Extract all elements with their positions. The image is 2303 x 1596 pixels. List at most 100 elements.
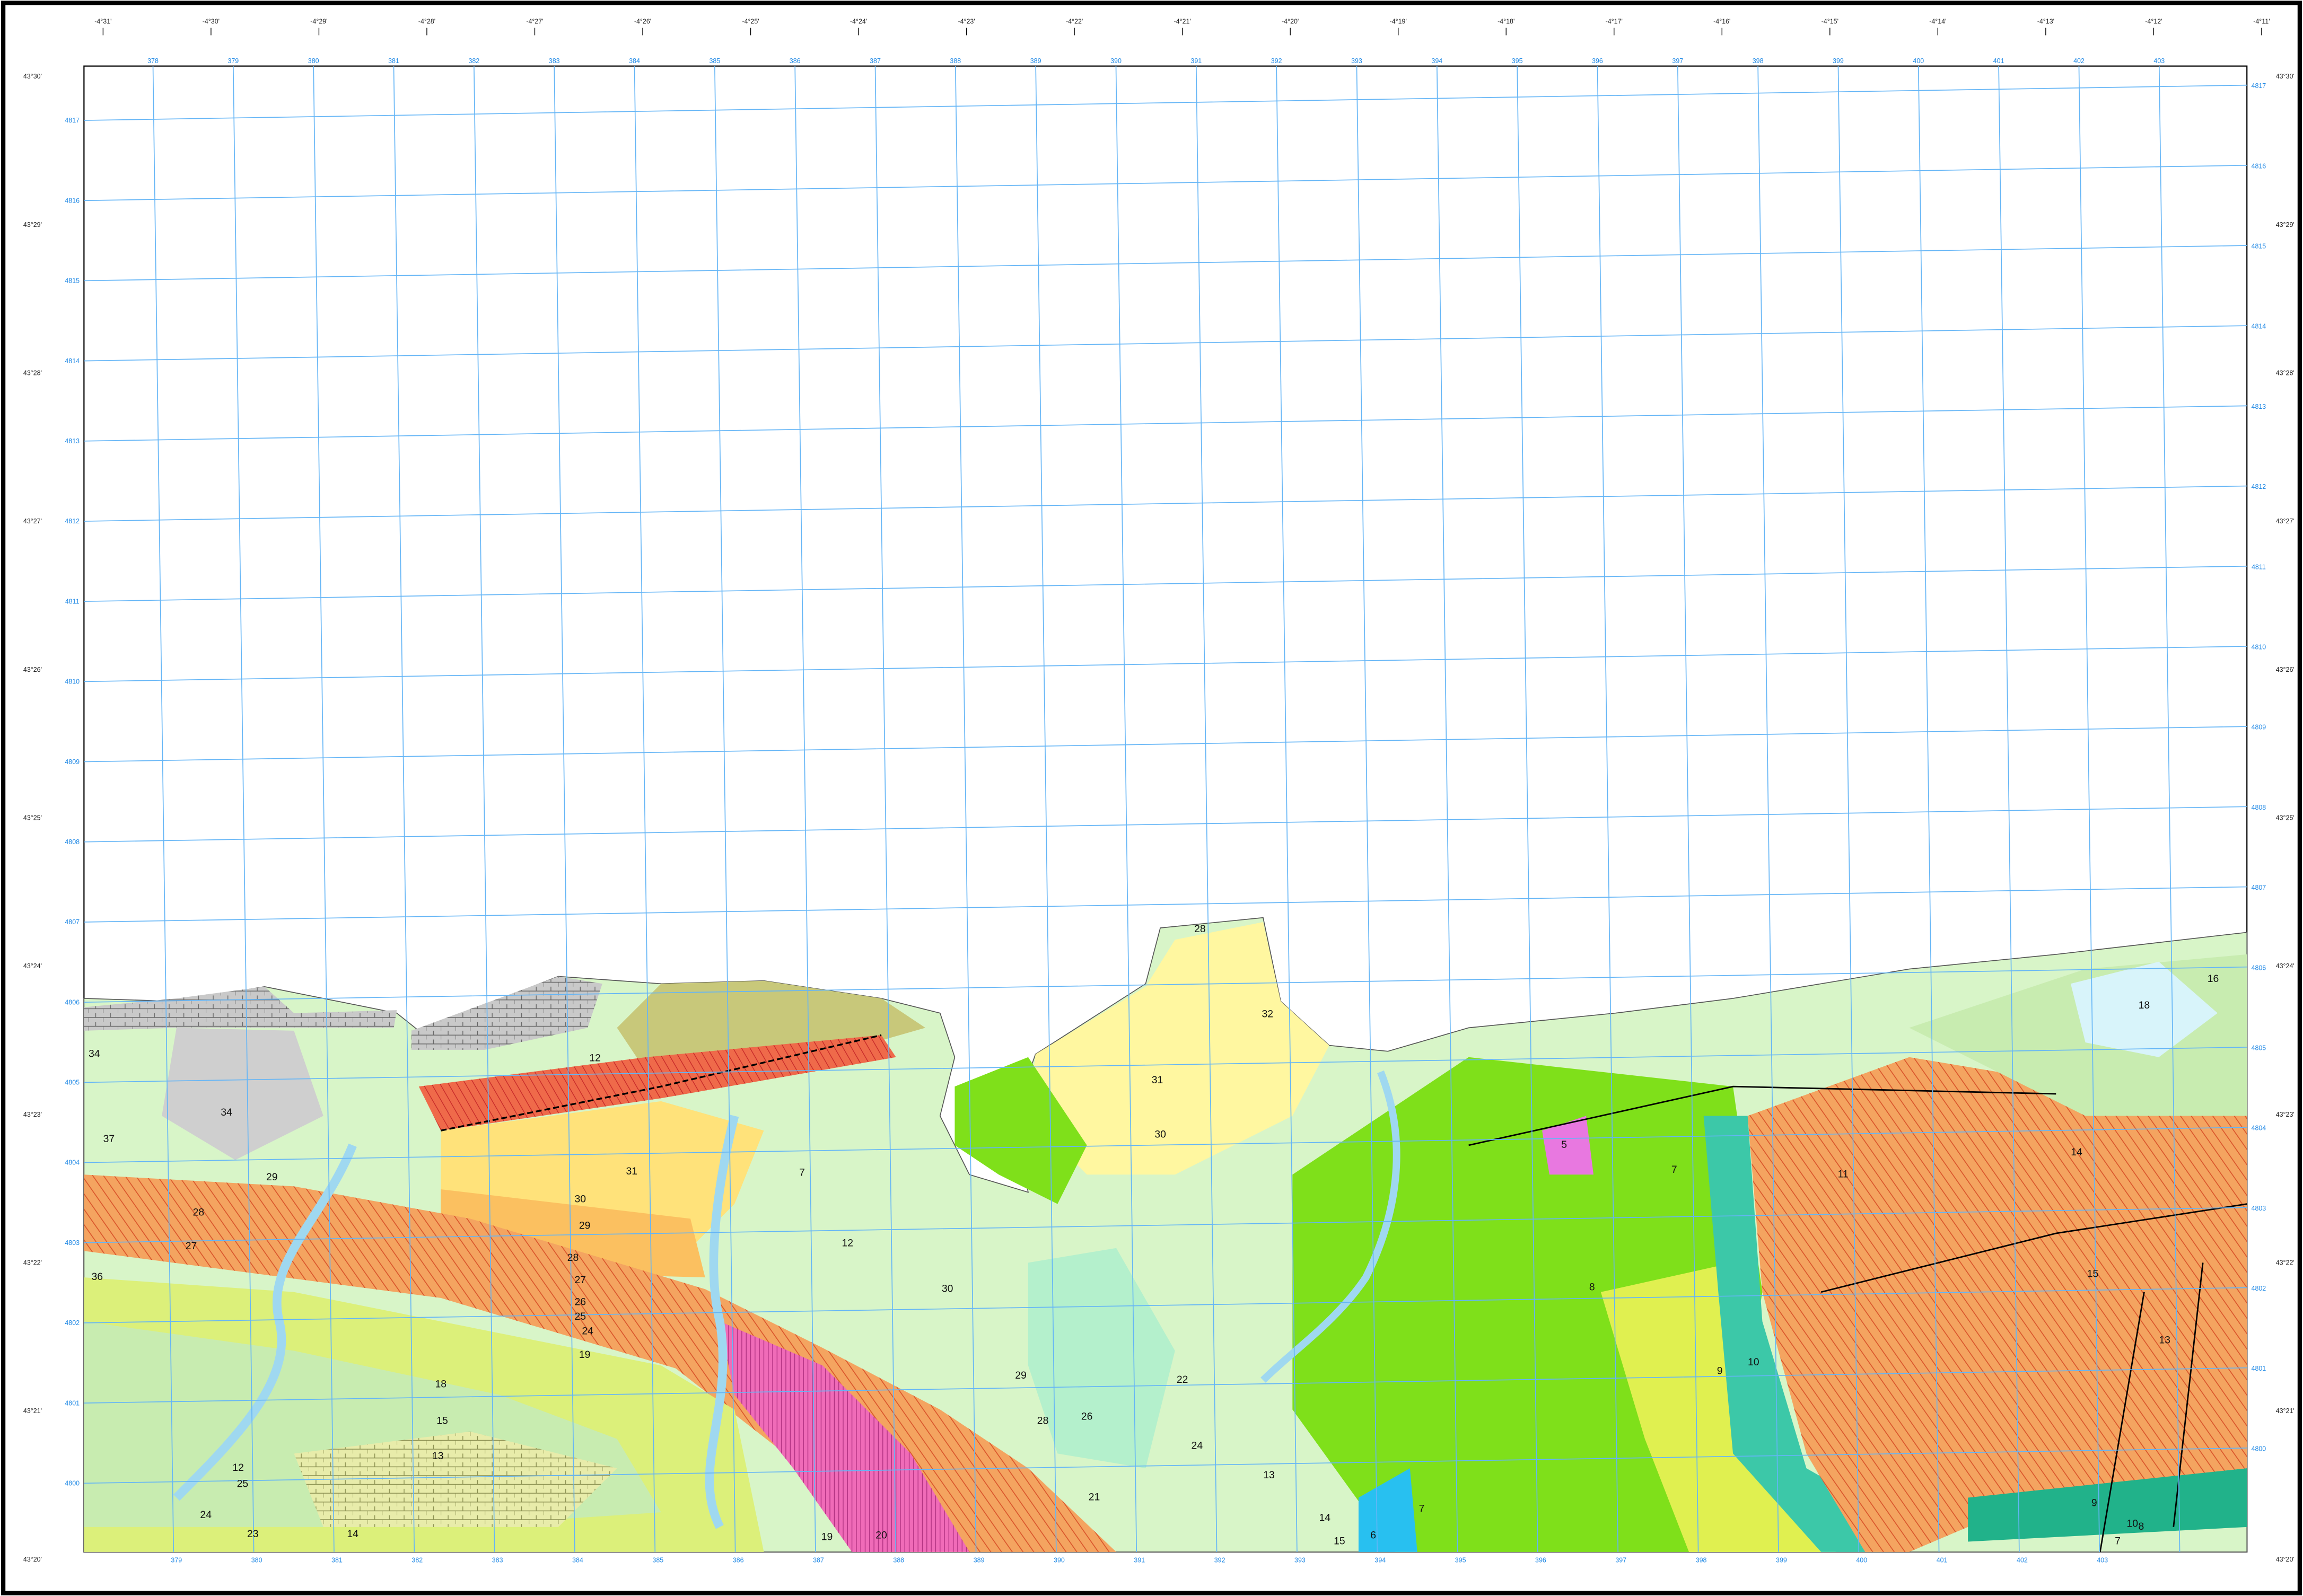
unit-label: 26 [1081, 1410, 1093, 1422]
easting-label-top: 392 [1271, 57, 1282, 65]
longitude-label: -4°14' [1929, 17, 1946, 25]
magenta-unit [1542, 1116, 1593, 1175]
unit-label: 15 [436, 1415, 448, 1427]
longitude-label: -4°20' [1282, 17, 1299, 25]
grid-northing [84, 966, 2247, 1003]
easting-label-top: 386 [790, 57, 801, 65]
unit-label: 26 [575, 1296, 586, 1308]
easting-label-bottom: 401 [1937, 1556, 1948, 1564]
longitude-label: -4°17' [1606, 17, 1623, 25]
grid-easting [1436, 66, 1458, 1552]
grid-northing [84, 1127, 2247, 1163]
northing-label-left: 4817 [65, 117, 80, 124]
grid-northing [84, 1047, 2247, 1083]
easting-label-top: 399 [1833, 57, 1844, 65]
easting-label-bottom: 380 [251, 1556, 262, 1564]
easting-label-bottom: 381 [331, 1556, 343, 1564]
northing-label-left: 4809 [65, 758, 80, 766]
grid-northing [84, 405, 2247, 442]
unit-label: 18 [435, 1378, 446, 1390]
grid-easting [1757, 66, 1779, 1552]
geology [83, 917, 2248, 1553]
easting-label-top: 378 [147, 57, 159, 65]
northing-label-right: 4806 [2252, 964, 2266, 971]
latitude-label-right: 43°24' [2276, 962, 2295, 970]
easting-label-top: 384 [629, 57, 640, 65]
grid-northing [84, 325, 2247, 362]
easting-label-bottom: 389 [974, 1556, 985, 1564]
unit-label: 29 [1015, 1370, 1027, 1381]
longitude-label: -4°18' [1498, 17, 1514, 25]
unit-label: 7 [799, 1167, 805, 1179]
longitude-label: -4°23' [958, 17, 975, 25]
easting-label-bottom: 390 [1054, 1556, 1065, 1564]
northing-label-left: 4801 [65, 1399, 80, 1407]
easting-label-bottom: 399 [1776, 1556, 1787, 1564]
northing-label-right: 4802 [2252, 1285, 2266, 1292]
northing-label-right: 4810 [2252, 643, 2266, 651]
unit-label: 7 [1419, 1503, 1425, 1515]
unit-label: 13 [2159, 1334, 2170, 1346]
light-yellow-unit [1028, 922, 1329, 1175]
orange-hatched-unit [1747, 1057, 2247, 1552]
unit-label: 28 [1194, 923, 1206, 935]
grid-easting [1356, 66, 1378, 1552]
northing-label-left: 4807 [65, 918, 80, 926]
longitude-label: -4°24' [850, 17, 867, 25]
gray-limestone [84, 986, 397, 1031]
grid-northing [84, 726, 2247, 762]
grid-easting [955, 66, 977, 1552]
grid-easting [1035, 66, 1057, 1552]
latitude-label-right: 43°26' [2276, 666, 2295, 673]
longitude-label: -4°13' [2037, 17, 2054, 25]
pink-unit [720, 1321, 970, 1552]
easting-label-top: 398 [1753, 57, 1764, 65]
grid-easting [714, 66, 736, 1552]
latitude-label-right: 43°29' [2276, 221, 2295, 229]
unit-label: 29 [579, 1220, 591, 1231]
latitude-label-right: 43°21' [2276, 1407, 2295, 1415]
longitude-label: -4°22' [1066, 17, 1083, 25]
unit-label: 7 [2115, 1536, 2121, 1547]
thrust [440, 1034, 882, 1132]
longitude-label: -4°15' [1822, 17, 1838, 25]
teal-unit [1703, 1116, 1910, 1552]
northing-label-right: 4817 [2252, 82, 2266, 90]
easting-label-top: 396 [1592, 57, 1603, 65]
longitude-label: -4°11' [2253, 17, 2270, 25]
longitude-label: -4°19' [1390, 17, 1407, 25]
river [1260, 1070, 1400, 1383]
grid-northing [84, 164, 2247, 201]
northing-label-left: 4810 [65, 678, 80, 686]
unit-label: 30 [1154, 1129, 1166, 1141]
northing-label-right: 4800 [2252, 1445, 2266, 1452]
easting-label-top: 379 [227, 57, 239, 65]
grid-easting [1115, 66, 1137, 1552]
unit-label: 34 [89, 1048, 100, 1059]
easting-label-bottom: 382 [411, 1556, 423, 1564]
unit-label: 19 [821, 1531, 833, 1542]
latitude-label-left: 43°26' [23, 666, 42, 673]
grid-easting [1917, 66, 1940, 1552]
unit-label: 24 [200, 1509, 212, 1521]
unit-label: 7 [1671, 1164, 1677, 1176]
unit-label: 30 [575, 1193, 586, 1205]
unit-label: 24 [582, 1326, 593, 1337]
easting-label-bottom: 403 [2097, 1556, 2108, 1564]
latitude-label-left: 43°20' [23, 1556, 42, 1563]
northing-label-left: 4805 [65, 1079, 80, 1086]
latitude-label-left: 43°21' [23, 1407, 42, 1415]
brick-unit [294, 1431, 617, 1527]
grid-easting [233, 66, 255, 1552]
labels: -4°31' -4°30' -4°29' -4°28' -4°27' -4°26' -4°2… [23, 17, 2295, 1564]
latitude-label-right: 43°20' [2276, 1556, 2295, 1563]
northing-label-right: 4808 [2252, 804, 2266, 811]
unit-label: 15 [1334, 1536, 1345, 1547]
northing-label-left: 4812 [65, 518, 80, 525]
latitude-label-right: 43°30' [2276, 73, 2295, 80]
unit-label: 31 [626, 1165, 637, 1177]
latitude-label-left: 43°23' [23, 1111, 42, 1118]
latitude-label-right: 43°22' [2276, 1259, 2295, 1267]
grid-easting [2158, 66, 2181, 1552]
bright-green-unit [955, 1057, 1087, 1204]
